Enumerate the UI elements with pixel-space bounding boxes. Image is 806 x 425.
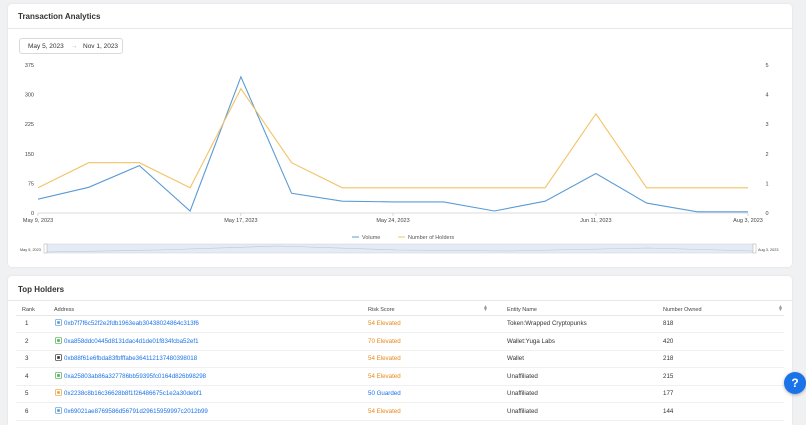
row-divider bbox=[16, 420, 784, 421]
address-link[interactable]: 0xa25803ab86a327786bb59395fc0164d826b982… bbox=[64, 372, 207, 380]
number-owned-cell: 177 bbox=[663, 390, 674, 398]
top-holders-card: Top Holders Rank Address Risk Score ▲ ▼ E… bbox=[8, 276, 792, 425]
risk-score-cell: 50 Guarded bbox=[368, 390, 401, 398]
date-range-picker[interactable]: May 5, 2023 → Nov 1, 2023 bbox=[19, 38, 123, 54]
address-link[interactable]: 0xa858ddc0445d8131dac4d1de01f834fcba52ef… bbox=[64, 337, 199, 345]
sort-owned-icon[interactable]: ▲ ▼ bbox=[778, 304, 783, 313]
y-left-tick-label: 375 bbox=[25, 63, 34, 69]
rank-cell: 3 bbox=[25, 355, 29, 363]
analytics-divider bbox=[8, 28, 792, 29]
y-right-tick-label: 4 bbox=[765, 93, 768, 99]
row-divider bbox=[16, 332, 784, 333]
entity-name-cell: Unaffiliated bbox=[507, 390, 538, 398]
header-entity-name: Entity Name bbox=[507, 307, 537, 313]
arrow-right-icon: → bbox=[71, 42, 78, 50]
y-right-tick-label: 0 bbox=[765, 211, 768, 217]
address-link[interactable]: 0xb88f61e6fbda83fbfffabe3641121374803980… bbox=[64, 355, 198, 363]
y-right-tick-label: 2 bbox=[765, 152, 768, 158]
number-owned-cell: 420 bbox=[663, 337, 674, 345]
x-tick-label: Aug 3, 2023 bbox=[733, 218, 763, 224]
table-row[interactable]: 3 0xb88f61e6fbda83fbfffabe364112137480398… bbox=[8, 351, 792, 369]
risk-score-cell: 70 Elevated bbox=[368, 337, 401, 345]
rank-cell: 1 bbox=[25, 320, 29, 327]
risk-score-cell: 54 Elevated bbox=[368, 320, 401, 327]
row-divider bbox=[16, 402, 784, 404]
address-avatar-icon bbox=[55, 389, 62, 397]
table-row[interactable]: 2 0xa858ddc0445d8131dac4d1de01f834fcba52e… bbox=[8, 334, 792, 351]
navigator-right-handle[interactable] bbox=[752, 243, 757, 254]
date-start[interactable]: May 5, 2023 bbox=[28, 42, 64, 50]
table-row[interactable]: 6 0x69021ae8769586d56791d29615959997c2012… bbox=[8, 404, 792, 421]
entity-name-cell: Wallet bbox=[507, 355, 524, 363]
number-owned-cell: 215 bbox=[663, 372, 674, 380]
header-divider bbox=[16, 315, 784, 316]
x-tick-label: May 9, 2023 bbox=[23, 218, 53, 224]
rank-cell: 5 bbox=[25, 390, 29, 398]
address-avatar-icon bbox=[55, 319, 62, 326]
series-line-volume bbox=[37, 75, 748, 213]
address-link[interactable]: 0xb7f7f6c52f2e2fdb1963eab30438024864c313… bbox=[64, 320, 199, 327]
header-rank: Rank bbox=[22, 307, 35, 313]
transaction-chart: 0 75 150 225 300 375 0 1 2 3 4 5 May 9, 2023 May 17, … bbox=[20, 63, 778, 254]
row-divider bbox=[16, 384, 784, 386]
rank-cell: 2 bbox=[25, 337, 29, 345]
help-button[interactable]: ? bbox=[784, 372, 806, 394]
address-link[interactable]: 0x69021ae8769586d56791d29615959997c2012b… bbox=[64, 408, 208, 415]
risk-score-cell: 54 Elevated bbox=[368, 372, 401, 380]
header-address: Address bbox=[54, 307, 75, 313]
address-avatar-icon bbox=[55, 336, 62, 344]
risk-score-cell: 54 Elevated bbox=[368, 355, 401, 363]
risk-score-cell: 54 Elevated bbox=[368, 408, 401, 415]
table-row[interactable]: 5 0x2238c8b16c36628b8f1f26486675c1e2a30de… bbox=[8, 386, 792, 404]
address-avatar-icon bbox=[55, 407, 62, 414]
y-left-tick-label: 0 bbox=[31, 211, 34, 217]
y-right-tick-label: 1 bbox=[765, 181, 768, 187]
address-avatar-icon bbox=[55, 354, 62, 362]
entity-name-cell: Wallet:Yuga Labs bbox=[507, 337, 555, 345]
number-owned-cell: 218 bbox=[663, 355, 674, 363]
navigator-start-label: May 5, 2023 bbox=[20, 248, 41, 252]
table-row[interactable]: 4 0xa25803ab86a327786bb59395fc0164d826b98… bbox=[8, 369, 792, 386]
y-right-tick-label: 5 bbox=[765, 63, 768, 69]
analytics-title: Transaction Analytics bbox=[18, 12, 101, 21]
address-link[interactable]: 0x2238c8b16c36628b8f1f26486675c1e2a30deb… bbox=[64, 390, 202, 398]
row-divider bbox=[16, 349, 784, 351]
holders-title: Top Holders bbox=[18, 285, 65, 294]
navigator-preview-line bbox=[45, 245, 755, 253]
y-left-tick-label: 225 bbox=[25, 122, 34, 128]
header-risk-score[interactable]: Risk Score bbox=[368, 307, 395, 313]
number-owned-cell: 144 bbox=[663, 408, 674, 415]
table-row[interactable]: 1 0xb7f7f6c52f2e2fdb1963eab30438024864c31… bbox=[8, 316, 792, 333]
number-owned-cell: 818 bbox=[663, 320, 674, 327]
entity-name-cell: Token:Wrapped Cryptopunks bbox=[507, 320, 587, 327]
x-tick-label: May 24, 2023 bbox=[376, 218, 409, 224]
navigator-end-label: Aug 3, 2023 bbox=[758, 248, 778, 252]
y-right-tick-label: 3 bbox=[765, 122, 768, 128]
y-left-tick-label: 300 bbox=[25, 93, 34, 99]
sort-risk-icon[interactable]: ▲ ▼ bbox=[483, 304, 488, 313]
entity-name-cell: Unaffiliated bbox=[507, 372, 538, 380]
entity-name-cell: Unaffiliated bbox=[507, 408, 538, 415]
address-avatar-icon bbox=[55, 371, 62, 379]
x-tick-label: Jun 11, 2023 bbox=[580, 218, 611, 224]
navigator-range bbox=[45, 243, 755, 254]
rank-cell: 6 bbox=[25, 408, 29, 415]
rank-cell: 4 bbox=[25, 372, 29, 380]
legend-label: Volume bbox=[362, 235, 380, 241]
y-left-tick-label: 150 bbox=[25, 152, 34, 158]
series-line-number-of-holders bbox=[37, 87, 748, 189]
navigator-left-handle[interactable] bbox=[43, 243, 48, 254]
holders-divider bbox=[8, 300, 792, 301]
row-divider bbox=[16, 367, 784, 369]
transaction-analytics-card: Transaction Analytics May 5, 2023 → Nov … bbox=[8, 4, 792, 267]
legend-label: Number of Holders bbox=[408, 235, 454, 241]
header-number-owned[interactable]: Number Owned bbox=[663, 307, 702, 313]
x-tick-label: May 17, 2023 bbox=[224, 218, 257, 224]
date-end[interactable]: Nov 1, 2023 bbox=[83, 42, 119, 50]
y-left-tick-label: 75 bbox=[28, 181, 34, 187]
